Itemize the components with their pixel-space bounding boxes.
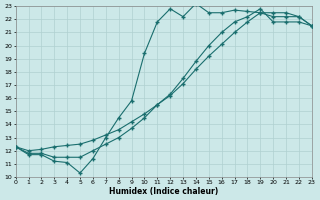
X-axis label: Humidex (Indice chaleur): Humidex (Indice chaleur)	[109, 187, 218, 196]
